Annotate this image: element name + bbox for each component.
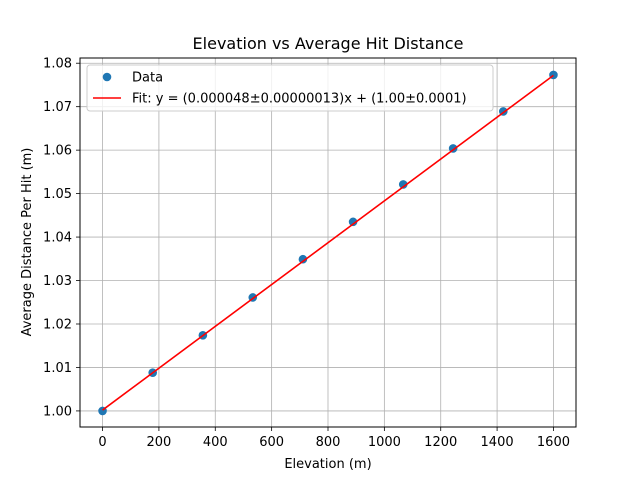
y-tick-label: 1.05 <box>43 187 72 202</box>
y-tick-label: 1.01 <box>43 361 72 376</box>
y-tick-label: 1.08 <box>43 57 72 72</box>
y-axis-label: Average Distance Per Hit (m) <box>20 148 35 337</box>
x-tick-label: 600 <box>259 435 284 450</box>
chart-title: Elevation vs Average Hit Distance <box>193 34 464 53</box>
data-point <box>398 180 408 189</box>
legend: Data Fit: y = (0.000048±0.00000013)x + (1… <box>86 64 494 112</box>
data-point <box>348 217 358 227</box>
y-tick-label: 1.04 <box>43 231 72 246</box>
data-point <box>298 254 308 264</box>
legend-box <box>86 64 494 112</box>
x-tick-label: 0 <box>98 435 106 450</box>
x-tick-label: 1400 <box>481 435 514 450</box>
x-tick-label: 400 <box>203 435 228 450</box>
axes-frame <box>79 57 577 428</box>
x-axis-label: Elevation (m) <box>284 457 371 472</box>
x-tick-label: 800 <box>316 435 341 450</box>
y-tick-label: 1.03 <box>43 274 72 289</box>
legend-marker-data <box>102 72 112 82</box>
y-tick-label: 1.07 <box>43 100 72 115</box>
y-tick-label: 1.02 <box>43 317 72 332</box>
y-tick-label: 1.06 <box>43 144 72 159</box>
axis-ticks: 0 200 400 600 800 1000 1200 1400 1600 1.00 1.01 1.0… <box>43 57 570 450</box>
legend-label: Fit: y = (0.000048±0.00000013)x + (1.00±… <box>132 92 467 107</box>
legend-label: Data <box>132 71 163 86</box>
y-tick-label: 1.00 <box>43 404 72 419</box>
grid <box>80 58 576 427</box>
fit-line <box>102 74 554 411</box>
x-tick-label: 200 <box>146 435 171 450</box>
x-tick-label: 1600 <box>537 435 570 450</box>
plot-series <box>98 70 558 416</box>
x-tick-label: 1200 <box>424 435 457 450</box>
x-tick-label: 1000 <box>368 435 401 450</box>
